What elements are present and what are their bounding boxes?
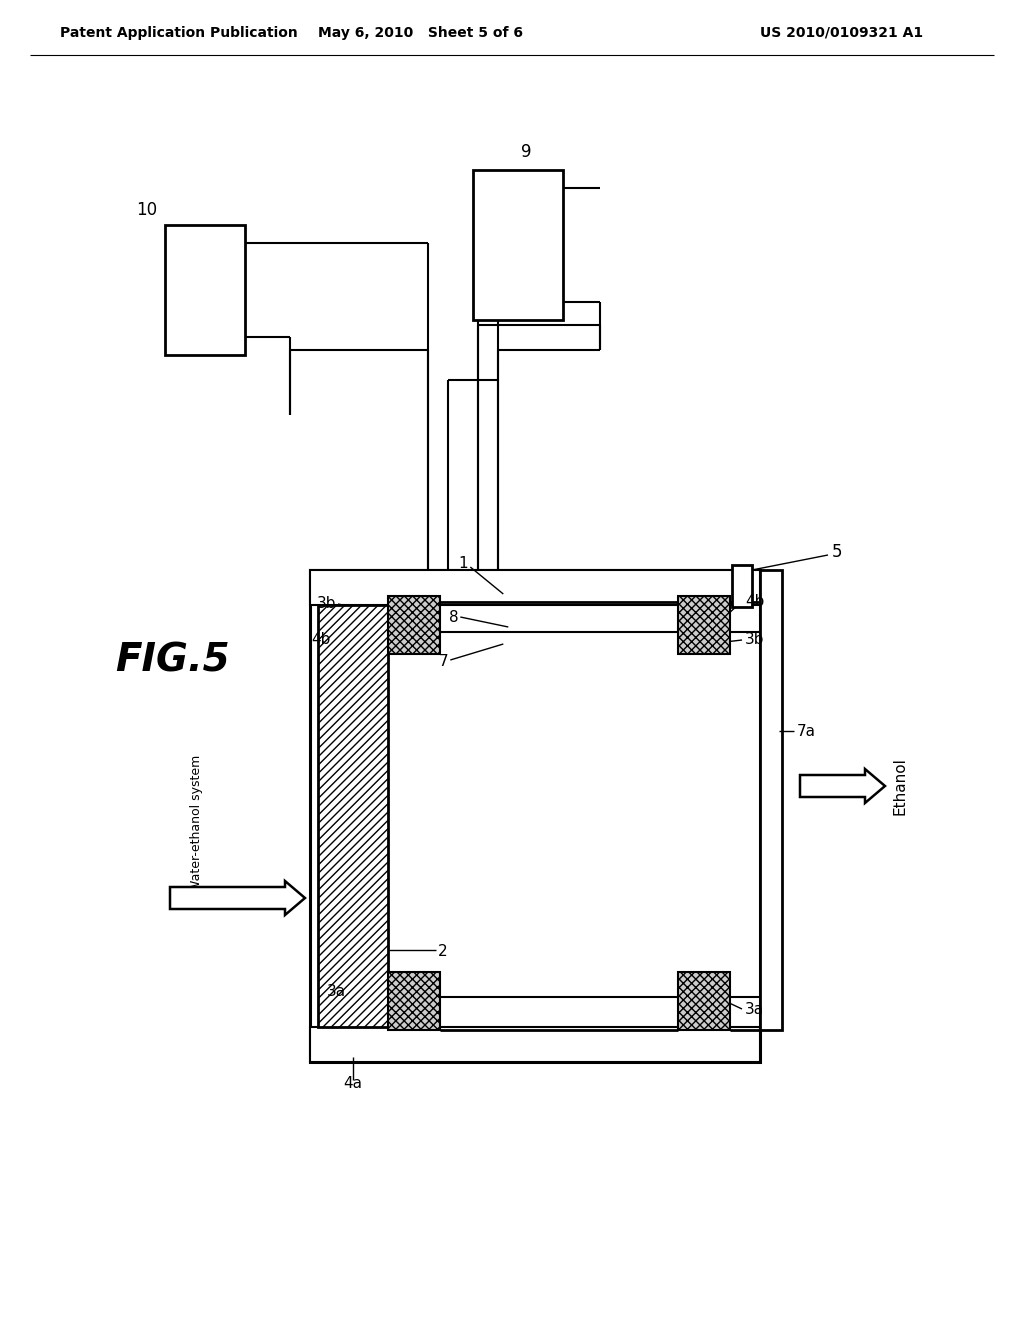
Bar bbox=[310, 1027, 760, 1063]
Text: 1: 1 bbox=[459, 557, 468, 572]
Text: 3b: 3b bbox=[745, 632, 765, 648]
Text: 4b: 4b bbox=[745, 594, 764, 609]
Bar bbox=[165, 224, 245, 355]
Text: 8: 8 bbox=[449, 610, 459, 624]
Text: Ethanol: Ethanol bbox=[893, 758, 908, 814]
Text: 2: 2 bbox=[438, 945, 447, 960]
Text: 9: 9 bbox=[521, 143, 531, 161]
Bar bbox=[678, 972, 730, 1030]
Text: 10: 10 bbox=[136, 201, 157, 219]
Text: 5: 5 bbox=[831, 543, 843, 561]
Text: 4b: 4b bbox=[311, 632, 331, 648]
Text: Water-ethanol system: Water-ethanol system bbox=[190, 754, 203, 891]
Bar bbox=[732, 565, 752, 607]
Text: 4a: 4a bbox=[343, 1077, 362, 1092]
Text: Patent Application Publication: Patent Application Publication bbox=[60, 26, 298, 40]
Bar bbox=[310, 570, 760, 605]
Text: May 6, 2010   Sheet 5 of 6: May 6, 2010 Sheet 5 of 6 bbox=[317, 26, 522, 40]
Text: Vacuum Pump: Vacuum Pump bbox=[199, 246, 212, 335]
Text: FIG.5: FIG.5 bbox=[115, 642, 229, 678]
Text: 3a: 3a bbox=[745, 1002, 764, 1016]
Bar bbox=[678, 597, 730, 653]
Text: Cold trap: Cold trap bbox=[512, 216, 524, 273]
Text: 3a: 3a bbox=[327, 983, 346, 998]
Bar bbox=[760, 570, 782, 1030]
Bar bbox=[318, 605, 388, 1027]
FancyArrow shape bbox=[800, 770, 885, 803]
Bar bbox=[310, 570, 760, 1063]
Text: US 2010/0109321 A1: US 2010/0109321 A1 bbox=[760, 26, 923, 40]
Text: 7: 7 bbox=[438, 655, 449, 669]
Bar bbox=[473, 170, 563, 319]
Bar bbox=[388, 972, 440, 1030]
Text: 3b: 3b bbox=[316, 597, 336, 611]
FancyArrow shape bbox=[170, 880, 305, 915]
Bar bbox=[388, 597, 440, 653]
Text: 7a: 7a bbox=[797, 723, 816, 738]
